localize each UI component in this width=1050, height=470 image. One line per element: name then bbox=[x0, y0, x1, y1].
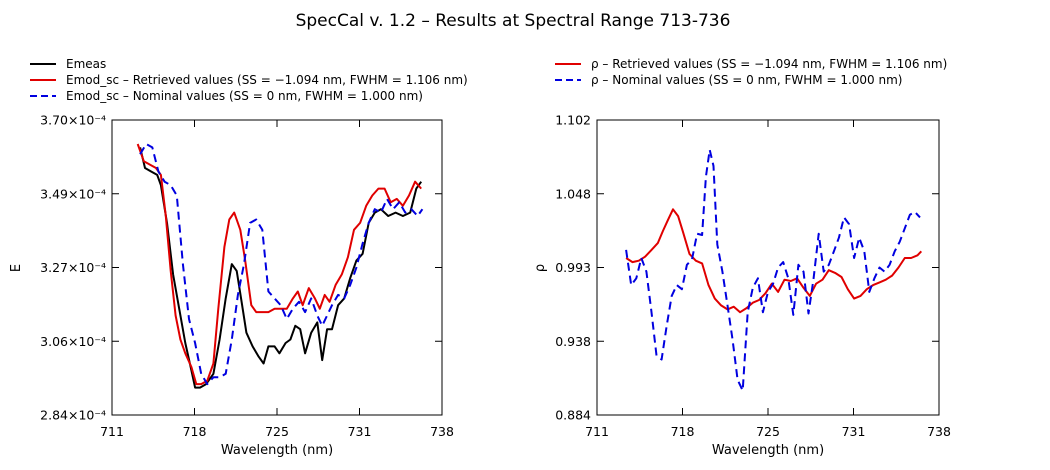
y-tick-label: 3.27×10⁻⁴ bbox=[40, 260, 106, 275]
left-x-axis-label: Wavelength (nm) bbox=[221, 443, 333, 458]
left-plot: 711 718 725 731 738 3.70×10⁻⁴ 3.49×10⁻⁴ 3.27×10… bbox=[9, 113, 454, 459]
legend-label-rho-nominal: ρ – Nominal values (SS = 0 nm, FWHM = 1.… bbox=[591, 73, 902, 87]
right-x-axis-label: Wavelength (nm) bbox=[712, 443, 824, 458]
x-tick-label: 725 bbox=[756, 424, 780, 439]
legend-label-emeas: Emeas bbox=[66, 57, 106, 71]
x-tick-label: 738 bbox=[927, 424, 951, 439]
x-tick-label: 711 bbox=[585, 424, 609, 439]
x-tick-label: 725 bbox=[265, 424, 289, 439]
y-tick-label: 1.048 bbox=[555, 186, 591, 201]
legend-label-emod-nominal: Emod_sc – Nominal values (SS = 0 nm, FWH… bbox=[66, 89, 423, 103]
y-tick-label: 3.06×10⁻⁴ bbox=[40, 334, 106, 349]
x-tick-label: 718 bbox=[671, 424, 695, 439]
series-line-0 bbox=[625, 208, 923, 314]
y-tick-label: 0.884 bbox=[555, 408, 591, 423]
x-tick-label: 711 bbox=[100, 424, 124, 439]
left-plot-ticks: 711 718 725 731 738 3.70×10⁻⁴ 3.49×10⁻⁴ 3.27×10… bbox=[40, 113, 454, 440]
right-plot: 711 718 725 731 738 1.102 1.048 0.993 0.938 0.884… bbox=[533, 113, 951, 459]
y-tick-label: 2.84×10⁻⁴ bbox=[40, 408, 106, 423]
x-tick-label: 731 bbox=[348, 424, 372, 439]
right-legend: ρ – Retrieved values (SS = −1.094 nm, FW… bbox=[555, 57, 947, 87]
y-tick-label: 1.102 bbox=[555, 113, 591, 128]
x-tick-label: 738 bbox=[430, 424, 454, 439]
y-tick-label: 3.70×10⁻⁴ bbox=[40, 113, 106, 128]
right-plot-ticks: 711 718 725 731 738 1.102 1.048 0.993 0.938 0.884 bbox=[555, 113, 951, 440]
series-line-2 bbox=[139, 143, 424, 386]
legend-label-emod-retrieved: Emod_sc – Retrieved values (SS = −1.094 … bbox=[66, 73, 468, 87]
left-legend: Emeas Emod_sc – Retrieved values (SS = −… bbox=[30, 57, 468, 103]
series-line-1 bbox=[625, 148, 921, 392]
y-tick-label: 0.938 bbox=[555, 334, 591, 349]
left-plot-frame bbox=[111, 119, 443, 416]
left-plot-series bbox=[136, 143, 424, 389]
right-plot-series bbox=[625, 148, 923, 392]
left-y-axis-label: E bbox=[9, 264, 24, 272]
series-line-0 bbox=[139, 147, 423, 389]
series-line-1 bbox=[136, 143, 422, 386]
right-y-axis-label: ρ bbox=[533, 264, 548, 272]
y-tick-label: 0.993 bbox=[555, 260, 591, 275]
x-tick-label: 718 bbox=[183, 424, 207, 439]
y-tick-label: 3.49×10⁻⁴ bbox=[40, 186, 106, 201]
legend-label-rho-retrieved: ρ – Retrieved values (SS = −1.094 nm, FW… bbox=[591, 57, 947, 71]
figure-title: SpecCal v. 1.2 – Results at Spectral Ran… bbox=[296, 11, 731, 31]
x-tick-label: 731 bbox=[842, 424, 866, 439]
